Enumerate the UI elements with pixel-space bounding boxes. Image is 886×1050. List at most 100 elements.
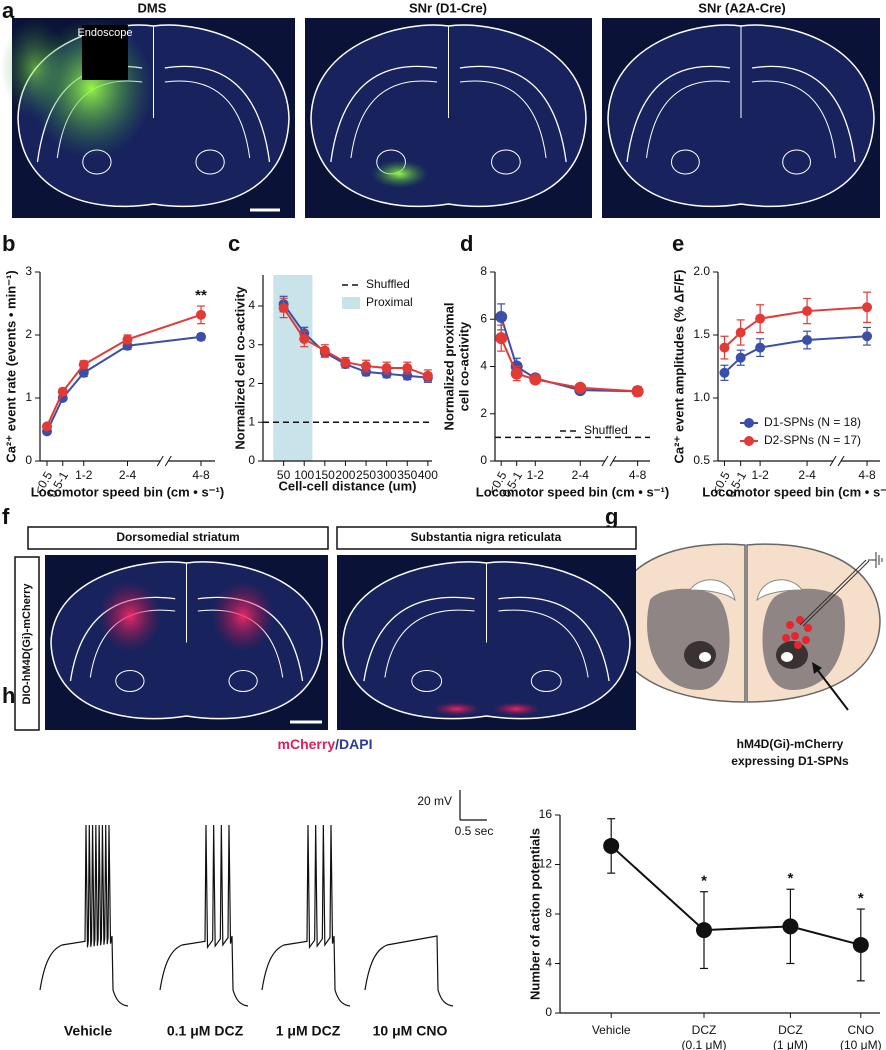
x-axis-label: Locomotor speed bin (cm • s⁻¹)	[31, 484, 224, 499]
y-tick-label: 3	[248, 337, 255, 351]
y-tick-label: 0	[545, 1005, 552, 1019]
series-line	[723, 335, 868, 374]
region-outline	[498, 596, 610, 682]
voltage-trace	[364, 935, 454, 1007]
x-tick-label: 2-4	[119, 468, 137, 482]
y-tick-label: 4	[545, 956, 552, 970]
point	[402, 363, 413, 373]
x-axis-label: Cell-cell distance (um)	[279, 478, 417, 493]
y-tick-label: 2	[480, 406, 487, 420]
point	[735, 327, 746, 338]
point	[631, 385, 644, 398]
axis-break	[837, 455, 845, 467]
point	[603, 837, 620, 854]
x-tick-label: (0.1 μM)	[682, 1038, 727, 1050]
panel-letter: d	[460, 231, 473, 256]
x-tick-label: Vehicle	[592, 1023, 631, 1037]
axis-break	[156, 455, 164, 467]
x-tick-label: 400	[418, 468, 438, 482]
axis-break	[164, 455, 172, 467]
y-tick-label: 8	[480, 264, 487, 278]
image-header: Substantia nigra reticulata	[411, 530, 562, 544]
endoscope	[82, 25, 128, 80]
image-title: SNr (D1-Cre)	[409, 0, 487, 15]
x-tick-label: 4-8	[192, 468, 210, 482]
point	[78, 367, 89, 378]
brain-image	[305, 18, 592, 218]
region-outline	[164, 65, 271, 163]
y-tick-label: 1.0	[693, 390, 710, 404]
x-tick-label: 1-2	[75, 468, 93, 482]
voltage-trace	[159, 824, 249, 1007]
point	[495, 310, 508, 323]
schematic-caption: hM4D(Gi)-mCherry	[737, 737, 844, 751]
y-axis-label: Normalized proximal	[441, 303, 456, 431]
condition-label: 0.1 μM DCZ	[167, 1023, 244, 1039]
region-outline	[626, 65, 730, 163]
point	[422, 370, 433, 381]
legend-swatch	[744, 436, 754, 446]
axis-break	[609, 455, 617, 467]
x-tick-label: 150	[315, 468, 335, 482]
fluorescence	[371, 160, 429, 188]
point	[852, 936, 869, 953]
image-title: DMS	[138, 0, 167, 15]
point	[361, 361, 372, 372]
y-tick-label: 0	[25, 453, 32, 467]
chart: 0 1 2 3 4 50 100 150 200 250 300 350 400 Shuffled Prox…	[232, 275, 438, 493]
row-label-box	[14, 556, 40, 731]
panel-letter: f	[2, 504, 10, 529]
scale-label: 20 mV	[417, 794, 452, 808]
y-tick-label: 1	[248, 414, 255, 428]
condition-label: 1 μM DCZ	[276, 1023, 341, 1039]
point	[122, 334, 133, 345]
image-header: Dorsomedial striatum	[116, 530, 239, 544]
y-tick-label: 6	[480, 311, 487, 325]
region-outline	[491, 149, 521, 175]
panel-letter: e	[672, 231, 684, 256]
point	[719, 367, 730, 378]
point	[340, 357, 351, 368]
stain-mcherry: mCherry	[278, 736, 336, 752]
y-tick-label: 12	[539, 857, 553, 871]
region-outline	[195, 149, 225, 175]
y-axis-label: Normalized cell co-activity	[232, 286, 247, 450]
legend-label: D2-SPNs (N = 17)	[764, 433, 861, 447]
x-tick-label: 350	[397, 468, 417, 482]
voltage-trace	[261, 824, 351, 1007]
region-outline	[752, 80, 837, 159]
significance: *	[858, 890, 864, 907]
point	[719, 342, 730, 353]
y-tick-label: 2.0	[693, 264, 710, 278]
y-tick-label: 4	[248, 298, 255, 312]
point	[574, 381, 587, 394]
brain-image	[45, 555, 328, 730]
fluorescence	[211, 581, 275, 652]
point	[495, 332, 508, 345]
point	[755, 342, 766, 353]
axis-break	[829, 455, 837, 467]
x-tick-label: 1-2	[527, 468, 545, 482]
brain-image	[602, 18, 880, 218]
region-outline	[228, 670, 258, 692]
y-tick-label: 2	[25, 327, 32, 341]
panel-letter: b	[2, 231, 15, 256]
brain-image	[0, 18, 295, 218]
legend-label: Shuffled	[366, 277, 410, 291]
x-tick-label: 4-8	[858, 468, 876, 482]
y-tick-label: 2	[248, 376, 255, 390]
y-tick-label: 1.5	[693, 327, 710, 341]
x-tick-label: DCZ	[692, 1023, 717, 1037]
panel-letter: h	[2, 683, 15, 708]
chart: 0.51.01.52.0<0.50.5-1 1-2 2-4 4-8D1-SPNs (N…	[671, 264, 886, 500]
brain-image	[337, 555, 636, 730]
region-outline	[411, 670, 443, 692]
point	[42, 421, 52, 432]
x-tick-label: (1 μM)	[773, 1038, 808, 1050]
header-box	[27, 526, 329, 550]
series-line	[610, 845, 862, 946]
x-tick-label: 2-4	[798, 468, 816, 482]
series-line	[500, 316, 638, 393]
